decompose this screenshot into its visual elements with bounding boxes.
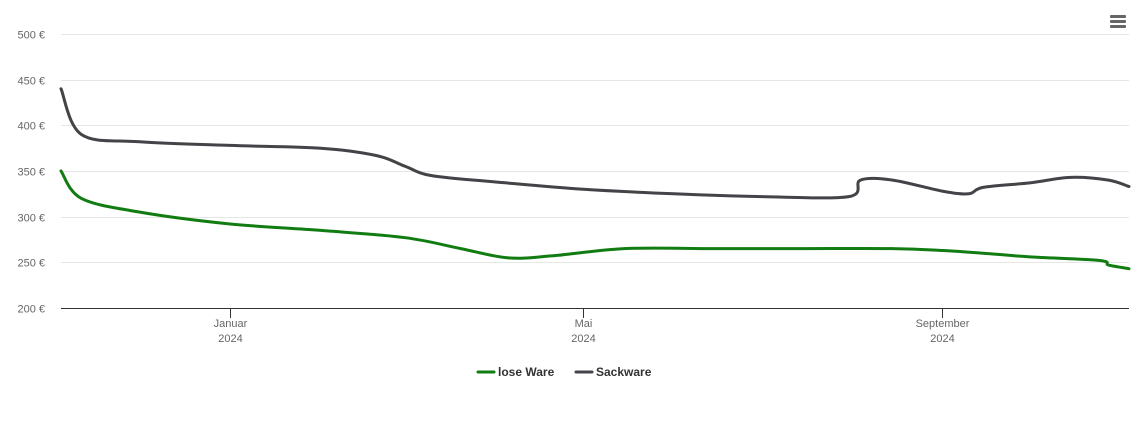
y-tick-label: 400 € bbox=[17, 121, 45, 133]
x-tick-label: September bbox=[916, 318, 970, 330]
hamburger-menu-icon[interactable] bbox=[1107, 12, 1131, 32]
y-tick-label: 250 € bbox=[17, 258, 45, 270]
legend-item-lose-ware[interactable]: lose Ware bbox=[476, 365, 555, 379]
y-tick-label: 500 € bbox=[17, 30, 45, 42]
menu-bar-middle bbox=[1110, 20, 1126, 23]
grid-lines bbox=[61, 34, 1129, 263]
legend-label: Sackware bbox=[596, 365, 652, 379]
legend-item-sackware[interactable]: Sackware bbox=[574, 365, 652, 379]
y-tick-label: 350 € bbox=[17, 167, 45, 179]
series-line-sackware[interactable] bbox=[59, 87, 1131, 200]
x-tick-year: 2024 bbox=[571, 333, 595, 345]
x-tick-year: 2024 bbox=[930, 333, 954, 345]
menu-bar-top bbox=[1110, 15, 1126, 18]
menu-bar-bottom bbox=[1110, 25, 1126, 28]
series-lines bbox=[59, 87, 1131, 271]
y-tick-label: 450 € bbox=[17, 76, 45, 88]
legend[interactable]: lose Ware Sackware bbox=[476, 365, 652, 379]
y-axis-labels: 200 € 250 € 300 € 350 € 400 € 450 € 500 € bbox=[17, 30, 45, 316]
x-tick-label: Mai bbox=[575, 318, 593, 330]
y-tick-label: 300 € bbox=[17, 213, 45, 225]
x-tick-year: 2024 bbox=[218, 333, 242, 345]
y-tick-label: 200 € bbox=[17, 304, 45, 316]
x-tick-label: Januar bbox=[214, 318, 248, 330]
legend-label: lose Ware bbox=[498, 365, 555, 379]
series-line-lose-ware[interactable] bbox=[59, 169, 1131, 271]
x-axis: Januar 2024 Mai 2024 September 2024 bbox=[61, 308, 1129, 345]
